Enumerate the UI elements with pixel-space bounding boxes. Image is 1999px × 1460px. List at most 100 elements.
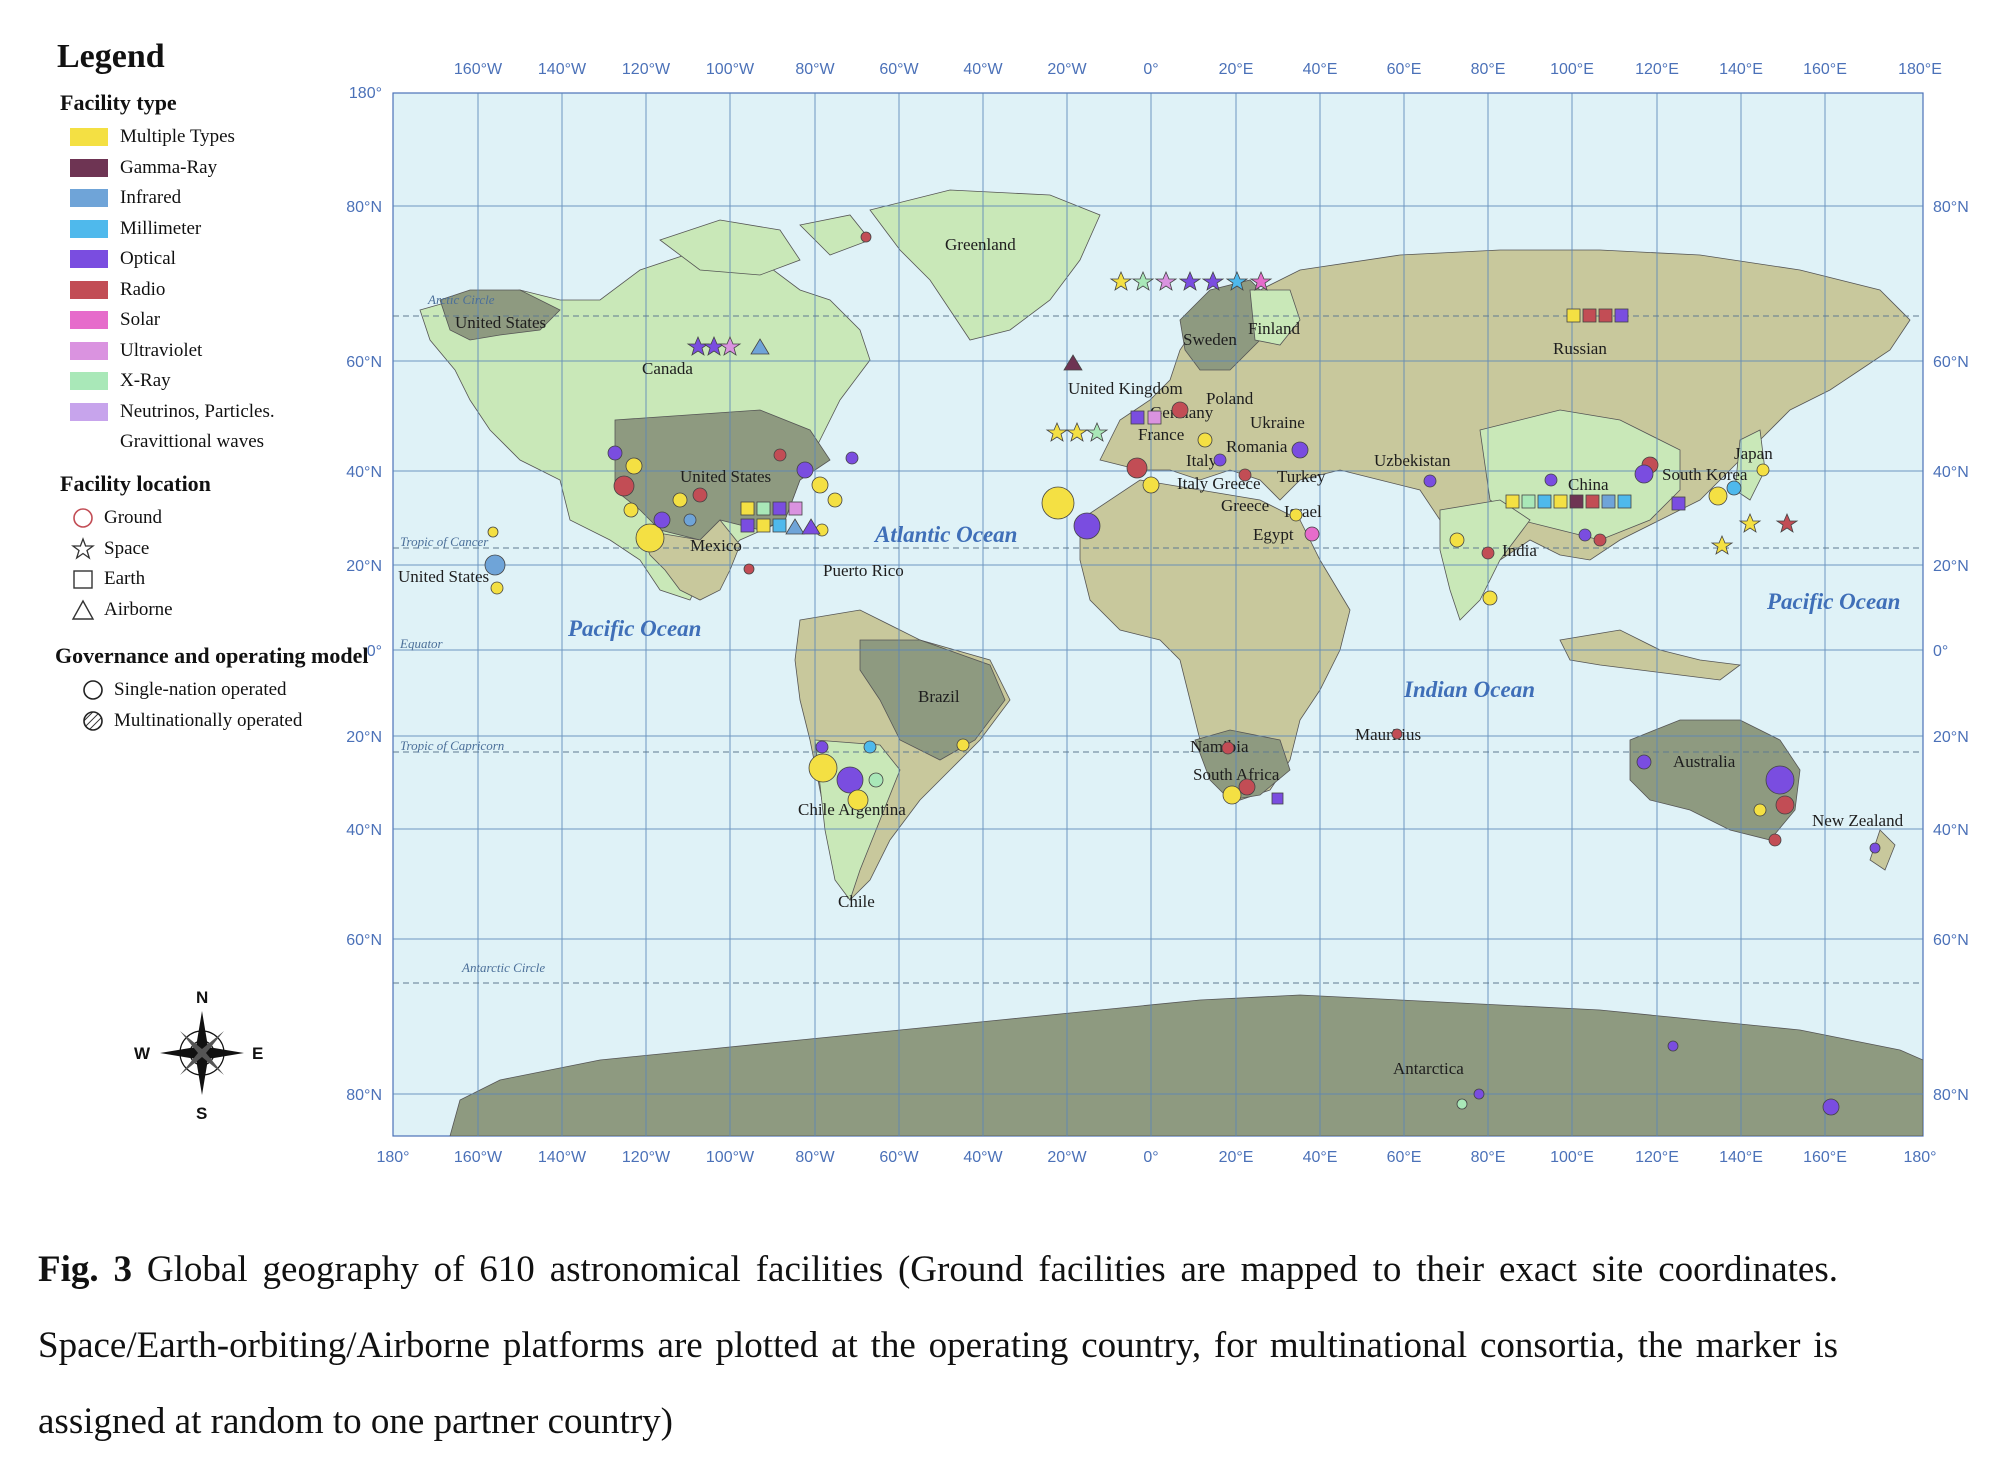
legend-swatch [70, 158, 108, 177]
governance-heading: Governance and operating model [55, 643, 369, 668]
legend-label: Optical [120, 248, 176, 270]
legend-title: Legend [57, 38, 165, 75]
earth-marker [756, 518, 771, 533]
star-outline-icon [70, 536, 96, 562]
latitude-labels-right: 80°N 60°N 40°N 20°N 0° 20°N 40°N 60°N 80°N [1933, 199, 1969, 1104]
facility-type-heading: Facility type [60, 90, 177, 115]
longitude-labels-top: 160°W 140°W 120°W 100°W 80°W 60°W 40°W 20°W 0° 20… [454, 61, 1942, 78]
facility-location-heading: Facility location [60, 471, 211, 496]
axis-tick-label: 160°W [454, 1149, 503, 1166]
facility-marker [1753, 803, 1767, 817]
axis-tick-label: 60°N [1933, 932, 1969, 949]
alaska-landmass [439, 289, 561, 341]
facility-marker [653, 511, 671, 529]
space-marker [1775, 512, 1799, 533]
axis-tick-label: 100°E [1550, 1149, 1594, 1166]
earth-marker [1553, 494, 1568, 509]
axis-tick-label: 180° [376, 1149, 409, 1166]
facility-marker [1456, 1098, 1468, 1110]
place-turkey: Turkey [1277, 467, 1326, 486]
earth-marker [1569, 494, 1584, 509]
legend-label: Radio [120, 278, 166, 300]
circle-outline-icon [80, 677, 106, 703]
axis-tick-label: 60°N [1933, 354, 1969, 371]
space-marker [1131, 270, 1155, 291]
figure-label: Fig. 3 [38, 1249, 133, 1290]
earth-marker [1505, 494, 1520, 509]
facility-marker [773, 448, 787, 462]
axis-tick-label: 40°E [1303, 1149, 1338, 1166]
facility-marker [1238, 468, 1252, 482]
hatched-circle-icon [80, 708, 106, 734]
axis-tick-label: 80°E [1471, 1149, 1506, 1166]
place-canada: Canada [642, 359, 693, 378]
facility-marker [1197, 432, 1213, 448]
earth-markers [740, 308, 1686, 805]
facility-markers [484, 231, 1881, 1116]
facility-marker [847, 789, 869, 811]
pacific-ocean-west-label: Pacific Ocean [567, 616, 701, 641]
legend-swatch [70, 128, 108, 147]
facility-marker [860, 231, 872, 243]
space-marker [1065, 421, 1089, 442]
legend-item-ground: Ground [55, 503, 395, 534]
compass-n: N [196, 988, 208, 1007]
axis-tick-label: 0° [1143, 1149, 1158, 1166]
space-marker [1045, 421, 1069, 442]
legend-label: Space [104, 537, 150, 559]
facility-marker [490, 581, 504, 595]
legend-item-multinational: Multinationally operated [55, 706, 395, 737]
facility-marker [613, 475, 635, 497]
axis-tick-label: 20°N [1933, 558, 1969, 575]
axis-tick-label: 80°W [795, 1149, 835, 1166]
legend-item-facility-type: Radio [55, 275, 395, 306]
facility-marker [1171, 401, 1189, 419]
facility-marker [808, 753, 838, 783]
legend-item-facility-type: Solar [55, 305, 395, 336]
facility-marker [956, 738, 970, 752]
airborne-markers [750, 338, 1083, 535]
longitude-labels-bottom: 180° 160°W 140°W 120°W 100°W 80°W 60°W 40°W 20°W… [376, 1149, 1936, 1166]
facility-marker [1291, 441, 1309, 459]
axis-tick-label: 140°E [1719, 61, 1763, 78]
place-india: India [1502, 541, 1537, 560]
facility-marker [672, 492, 688, 508]
airborne-marker [1063, 354, 1083, 371]
place-finland: Finland [1248, 319, 1300, 338]
legend-item-facility-type: Optical [55, 244, 395, 275]
arctic-circle-label: Arctic Circle [427, 292, 495, 307]
axis-tick-label: 20°N [346, 558, 382, 575]
caption-text: Global geography of 610 astronomical fac… [38, 1249, 1838, 1442]
world-map: Arctic Circle Tropic of Cancer Equator T… [134, 61, 1969, 1166]
legend-item-facility-type: X-Ray [55, 366, 395, 397]
facility-marker [1213, 453, 1227, 467]
facility-marker [1822, 1098, 1840, 1116]
legend-swatch [70, 219, 108, 238]
axis-tick-label: 180°E [1898, 61, 1942, 78]
place-russian: Russian [1553, 339, 1607, 358]
earth-marker [788, 501, 803, 516]
axis-tick-label: 80°N [1933, 1087, 1969, 1104]
place-italy: Italy [1186, 451, 1218, 470]
axis-tick-label: 140°W [538, 1149, 587, 1166]
legend-item-airborne: Airborne [55, 595, 395, 626]
legend-label: Multiple Types [120, 126, 235, 148]
earth-marker [1537, 494, 1552, 509]
facility-marker [1667, 1040, 1679, 1052]
axis-tick-label: 20°N [346, 729, 382, 746]
axis-tick-label: 80°W [795, 61, 835, 78]
place-australia: Australia [1673, 752, 1736, 771]
facility-marker [811, 476, 829, 494]
facility-marker [1126, 457, 1148, 479]
space-markers [686, 270, 1799, 555]
antarctica-landmass [449, 994, 1923, 1136]
legend-swatch [70, 280, 108, 299]
axis-tick-label: 0° [1933, 643, 1948, 660]
facility-marker [1238, 778, 1256, 796]
place-china: China [1568, 475, 1609, 494]
figure-caption: Fig. 3 Global geography of 610 astronomi… [38, 1232, 1838, 1460]
legend-swatch [70, 341, 108, 360]
brazil-landmass [859, 639, 1006, 761]
facility-marker [815, 740, 829, 754]
finland-landmass [1249, 289, 1301, 346]
